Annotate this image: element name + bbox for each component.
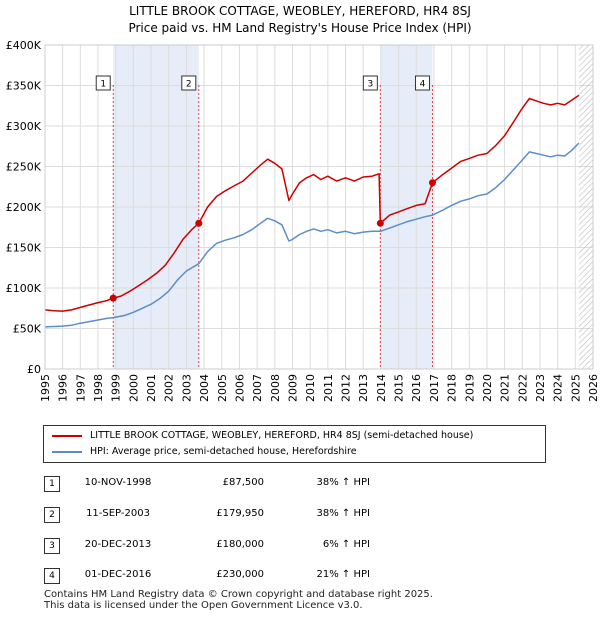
sale-price: £179,950 — [216, 508, 264, 519]
x-tick-label: 2010 — [304, 374, 317, 402]
sale-label-box-3 — [362, 75, 378, 91]
sale-hpi-change: 6% ↑ HPI — [322, 539, 370, 550]
x-tick-label: 2008 — [269, 374, 282, 402]
x-tick-label: 2001 — [145, 374, 158, 402]
x-tick-label: 2004 — [198, 374, 211, 402]
x-tick-label: 2015 — [393, 374, 406, 402]
sale-hpi-change: 21% ↑ HPI — [316, 569, 370, 580]
sale-badge: 4 — [44, 568, 60, 584]
sale-label-2: 2 — [186, 80, 192, 90]
series-line-hpi — [45, 142, 580, 328]
price-chart: 1 2 3 4 £0 £50K £100K £150K £200K £250K £300K £350… — [6, 39, 600, 402]
legend-item-hpi: HPI: Average price, semi-detached house,… — [52, 446, 357, 458]
footer: Contains HM Land Registry data © Crown c… — [44, 589, 433, 611]
sale-date: 10-NOV-1998 — [84, 477, 152, 488]
footer-copyright: Contains HM Land Registry data © Crown c… — [44, 589, 433, 600]
x-tick-label: 2020 — [481, 374, 494, 402]
y-tick-label: £200K — [6, 201, 42, 214]
sale-price: £180,000 — [216, 539, 264, 550]
x-tick-label: 2012 — [340, 374, 353, 402]
x-tick-label: 2026 — [587, 374, 600, 402]
y-tick-label: £350K — [6, 80, 42, 93]
x-tick-label: 1995 — [39, 374, 52, 402]
x-tick-label: 2007 — [251, 374, 264, 402]
x-tick-label: 2019 — [463, 374, 476, 402]
y-tick-label: £300K — [6, 120, 42, 133]
y-tick-label: £50K — [13, 323, 42, 336]
x-tick-label: 1997 — [74, 374, 87, 402]
sale-label-box-4 — [414, 75, 430, 91]
sale-hpi-change: 38% ↑ HPI — [316, 508, 370, 519]
legend-swatch-hpi — [52, 451, 82, 453]
sale-date: 01-DEC-2016 — [84, 569, 152, 580]
y-tick-label: £150K — [6, 242, 42, 255]
legend-label-hpi: HPI: Average price, semi-detached house,… — [90, 446, 357, 457]
sale-point-1 — [109, 294, 117, 302]
sale-price: £230,000 — [216, 569, 264, 580]
sale-row-1: 1 10-NOV-1998 £87,500 38% ↑ HPI — [0, 476, 600, 500]
x-tick-label: 2006 — [233, 374, 246, 402]
x-tick-label: 2022 — [516, 374, 529, 402]
sale-point-3 — [376, 219, 384, 227]
sale-label-1: 1 — [100, 80, 106, 90]
sale-badge: 2 — [44, 507, 60, 523]
x-tick-label: 2024 — [552, 374, 565, 402]
sale-price: £87,500 — [222, 477, 264, 488]
footer-licence: This data is licensed under the Open Gov… — [44, 600, 363, 611]
sale-label-box-1 — [95, 75, 111, 91]
y-tick-label: £100K — [6, 282, 42, 295]
y-tick-label: £0 — [27, 363, 41, 376]
sale-label-4: 4 — [420, 80, 426, 90]
y-tick-label: £250K — [6, 161, 42, 174]
x-tick-label: 1998 — [92, 374, 105, 402]
legend-swatch-property — [52, 435, 82, 437]
sale-hpi-change: 38% ↑ HPI — [316, 477, 370, 488]
x-tick-label: 2014 — [375, 374, 388, 402]
sale-row-2: 2 11-SEP-2003 £179,950 38% ↑ HPI — [0, 507, 600, 531]
series-line-property — [45, 94, 580, 312]
x-tick-label: 2002 — [163, 374, 176, 402]
sale-date: 20-DEC-2013 — [84, 539, 152, 550]
sale-label-3: 3 — [367, 80, 373, 90]
x-tick-label: 2018 — [446, 374, 459, 402]
sale-row-4: 4 01-DEC-2016 £230,000 21% ↑ HPI — [0, 568, 600, 592]
x-tick-label: 2025 — [569, 374, 582, 402]
sale-date: 11-SEP-2003 — [86, 508, 150, 519]
x-tick-label: 2017 — [428, 374, 441, 402]
plot-frame — [44, 44, 594, 370]
sale-point-2 — [195, 219, 203, 227]
x-tick-label: 1996 — [57, 374, 70, 402]
x-tick-label: 2023 — [534, 374, 547, 402]
x-tick-label: 2009 — [286, 374, 299, 402]
y-tick-label: £400K — [6, 39, 42, 52]
x-tick-label: 2011 — [322, 374, 335, 402]
chart-subtitle: Price paid vs. HM Land Registry's House … — [128, 21, 472, 35]
sale-point-4 — [428, 179, 436, 187]
x-tick-label: 2003 — [180, 374, 193, 402]
hatched-region — [578, 45, 593, 369]
x-tick-label: 2000 — [127, 374, 140, 402]
sale-label-box-2 — [181, 75, 197, 91]
x-tick-label: 2021 — [499, 374, 512, 402]
x-tick-label: 2013 — [357, 374, 370, 402]
x-tick-label: 1999 — [110, 374, 123, 402]
sale-badge: 3 — [44, 538, 60, 554]
legend-label-property: LITTLE BROOK COTTAGE, WEOBLEY, HEREFORD,… — [90, 430, 474, 441]
chart-title: LITTLE BROOK COTTAGE, WEOBLEY, HEREFORD,… — [129, 4, 471, 18]
sale-row-3: 3 20-DEC-2013 £180,000 6% ↑ HPI — [0, 538, 600, 562]
legend-item-property: LITTLE BROOK COTTAGE, WEOBLEY, HEREFORD,… — [52, 430, 473, 442]
sale-badge: 1 — [44, 476, 60, 492]
x-tick-label: 2016 — [410, 374, 423, 402]
legend: LITTLE BROOK COTTAGE, WEOBLEY, HEREFORD,… — [43, 425, 546, 463]
x-tick-label: 2005 — [216, 374, 229, 402]
